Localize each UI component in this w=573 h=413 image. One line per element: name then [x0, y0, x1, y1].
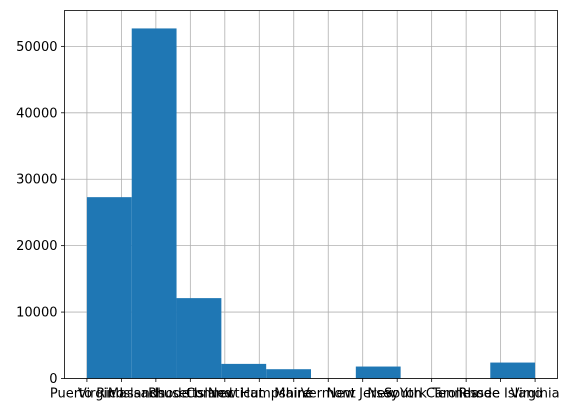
x-tick-label: New York: [367, 387, 427, 402]
x-tick-label: Rhode Island: [148, 387, 232, 402]
x-tick-label: Puerto Rico: [50, 387, 124, 402]
x-tick-label: Tennessee: [431, 387, 500, 402]
y-tick-label: 0: [49, 372, 57, 387]
x-tick-label: Maine: [274, 387, 313, 402]
y-tick-label: 30000: [16, 173, 57, 188]
histogram-bar: [176, 298, 222, 379]
histogram-bar: [131, 28, 177, 379]
plot-frame: [64, 10, 558, 379]
x-tick-label: Virginia: [511, 387, 560, 402]
histogram-bar: [86, 197, 132, 379]
histogram-bar: [490, 362, 536, 379]
histogram-bar: [266, 369, 311, 379]
y-tick-label: 20000: [16, 239, 57, 254]
histogram-bars: [86, 28, 536, 379]
histogram-bar: [355, 366, 401, 379]
x-tick-label: Massachusetts: [108, 387, 204, 402]
y-axis: 0 10000 20000 30000 40000 50000: [16, 40, 65, 387]
x-tick-label: Rhode Island: [458, 387, 542, 402]
x-tick-label: New Hampshire: [208, 387, 311, 402]
x-tick-label: Connecticut: [186, 387, 264, 402]
x-tick-label: New Jersey: [327, 387, 399, 402]
x-tick-label: Virgin Islands: [78, 387, 165, 402]
y-tick-label: 40000: [16, 106, 57, 121]
histogram-bar: [221, 363, 267, 379]
x-tick-label: Vermont: [301, 387, 356, 402]
y-tick-label: 10000: [16, 306, 57, 321]
x-tick-label: South Carolina: [384, 387, 479, 402]
y-tick-label: 50000: [16, 40, 57, 55]
grid-lines: [64, 10, 558, 379]
